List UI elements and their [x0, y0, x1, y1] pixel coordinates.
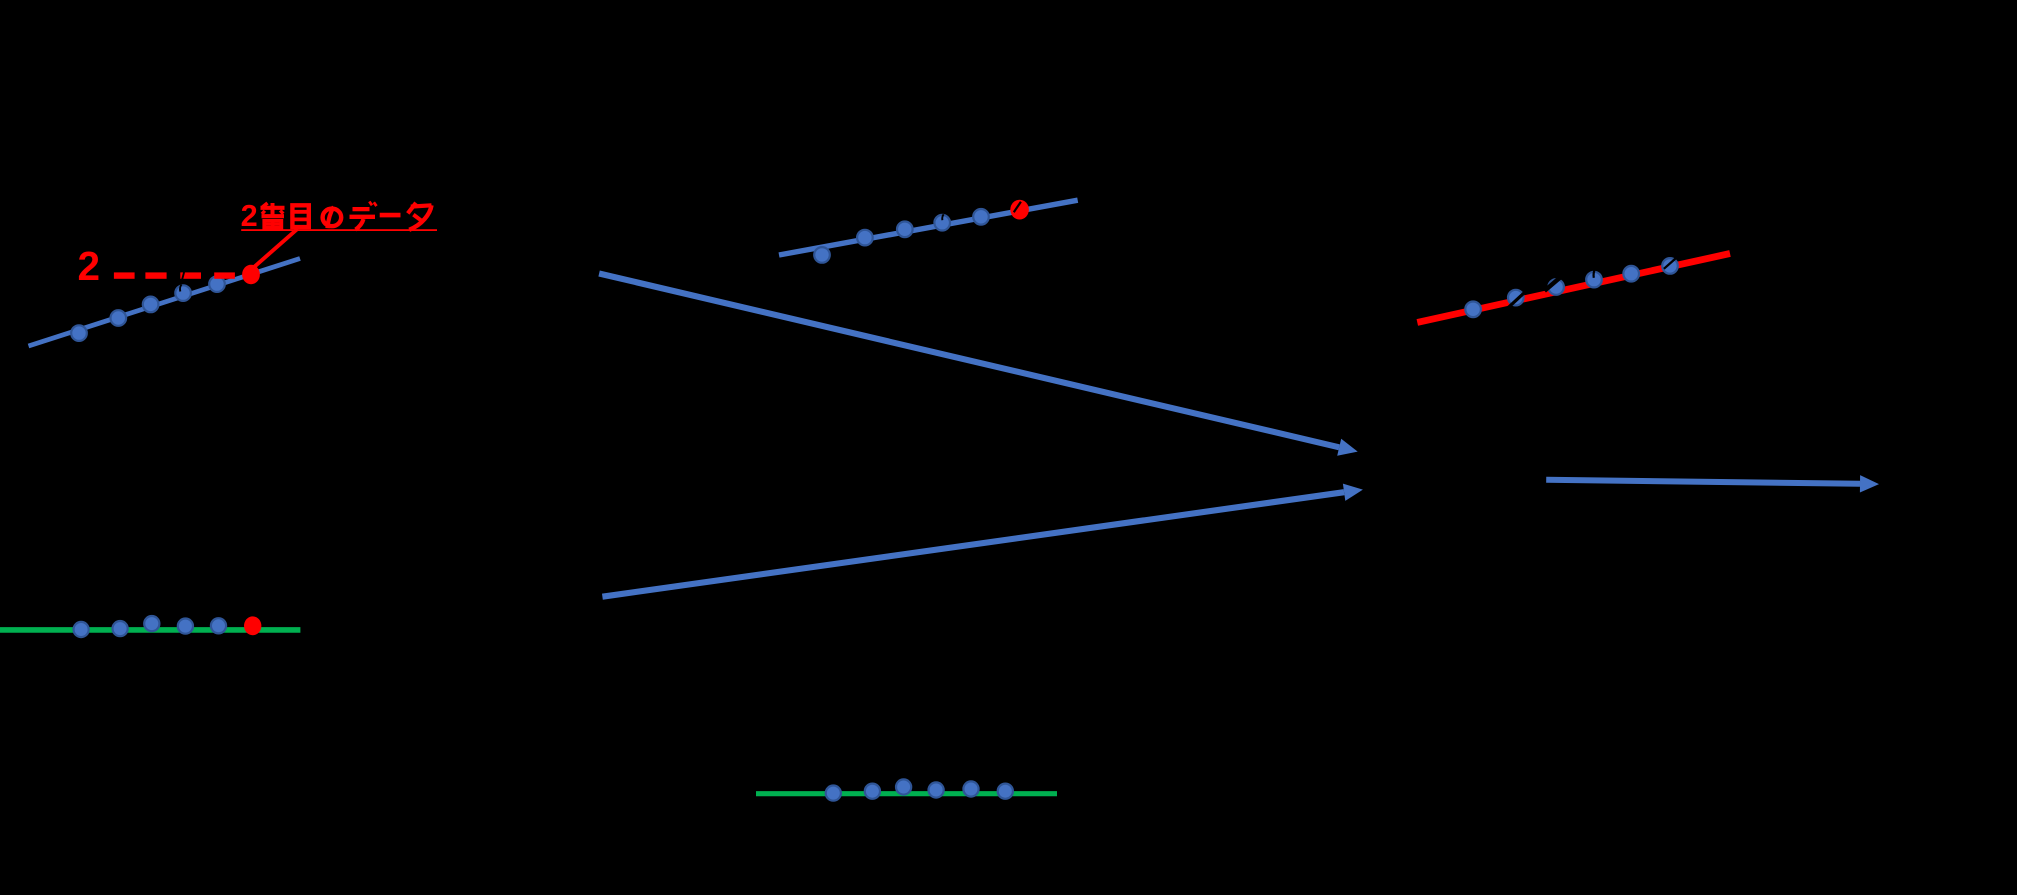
svg-text:2: 2 — [241, 198, 258, 233]
svg-text:2: 2 — [78, 243, 101, 289]
